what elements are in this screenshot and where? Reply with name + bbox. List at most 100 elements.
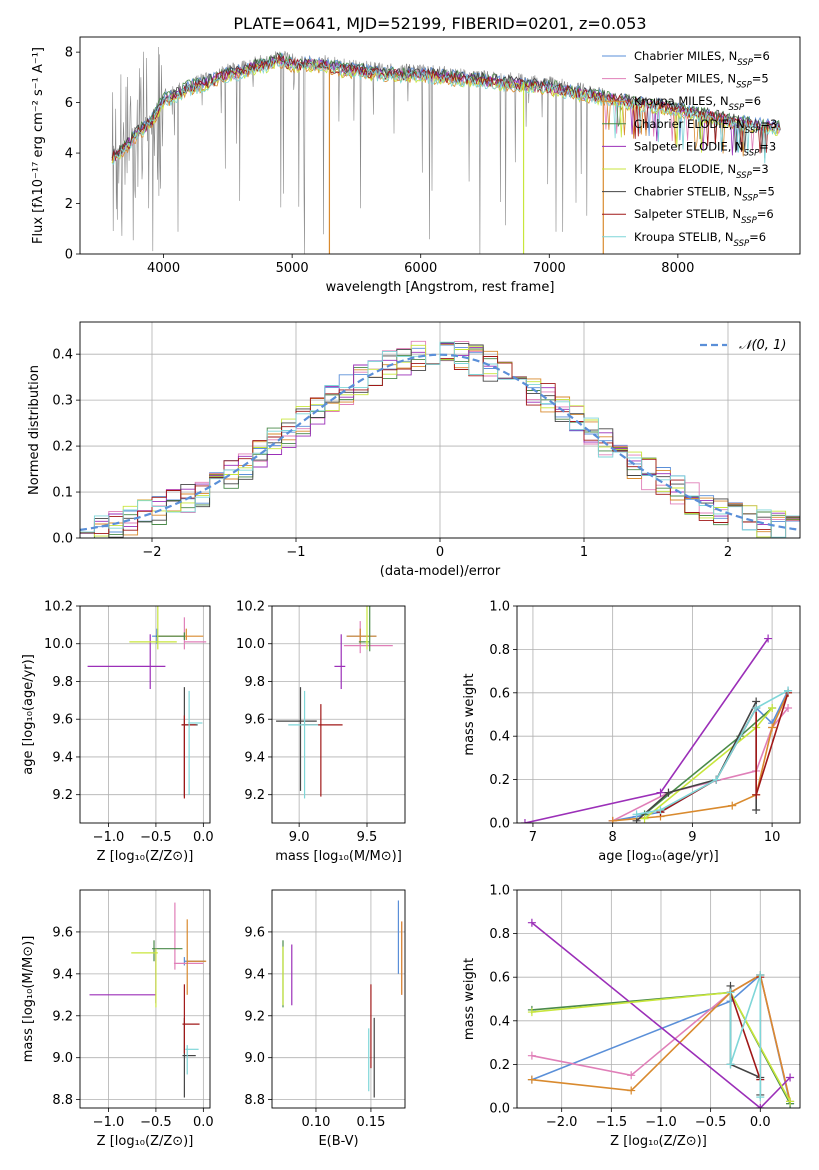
mass-weight-vs-age-marker-5 [640,814,649,823]
mass-weight-vs-age-marker-4 [764,634,773,643]
age-vs-mass-xlabel: mass [log₁₀(M/M⊙)] [275,849,402,864]
mass-weight-vs-Z-marker-8 [756,971,765,980]
mass-vs-Z-xlabel: Z [log₁₀(Z/Z⊙)] [97,1134,194,1149]
mass-weight-vs-age-xtick-label: 9 [688,830,696,845]
residuals-ytick-label: 0.0 [52,532,73,547]
mass-weight-vs-Z-xtick-label: −2.0 [546,1115,578,1130]
mass-weight-vs-Z-xtick-label: −0.5 [695,1115,727,1130]
legend-entry-7: Salpeter STELIB, NSSP=6 [634,207,774,226]
residuals-ylabel: Normed distribution [27,365,42,495]
mass-weight-vs-Z-frame [516,889,801,1109]
residuals-plot-area [80,340,800,538]
age-vs-mass-ytick-label: 9.4 [244,750,265,765]
age-vs-mass-ytick-label: 10.2 [236,600,265,615]
residuals-xlabel: (data-model)/error [380,564,501,579]
mass-vs-EBV-xtick-label: 0.15 [356,1115,385,1130]
mass-weight-vs-age-marker-8 [632,810,641,819]
spectrum-xtick-label: 6000 [404,261,437,276]
age-vs-Z-ytick-label: 9.2 [52,788,73,803]
residuals-xtick-label: −2 [142,545,161,560]
mass-weight-vs-age-marker-8 [784,686,793,695]
mass-weight-vs-age-marker-1 [784,703,793,712]
legend-entry-1: Salpeter MILES, NSSP=5 [634,72,769,91]
age-vs-Z-plot-area [87,606,207,799]
mass-weight-vs-Z-marker-8 [726,988,735,997]
legend-entry-4: Salpeter ELODIE, NSSP=3 [634,139,776,158]
mass-vs-EBV-ytick-label: 9.6 [244,925,265,940]
legend-entry-5: Kroupa ELODIE, NSSP=3 [634,162,769,181]
mass-weight-vs-age-marker-2 [608,816,617,823]
figure-title: PLATE=0641, MJD=52199, FIBERID=0201, z=0… [233,14,646,33]
residuals-frame [79,321,801,539]
model-spectrum-6 [111,51,781,159]
mass-weight-vs-age-ylabel: mass weight [462,673,477,755]
mass-weight-vs-Z-series-8 [729,974,762,1098]
mass-weight-vs-age-marker-6 [664,788,673,797]
mass-weight-vs-age-xtick-label: 7 [529,830,537,845]
mass-vs-EBV-xlabel: E(B-V) [318,1134,358,1149]
mass-vs-EBV-ytick-label: 8.8 [244,1093,265,1108]
mass-weight-vs-Z-xtick-label: −1.5 [596,1115,628,1130]
mass-weight-vs-Z-xlabel: Z [log₁₀(Z/Z⊙)] [610,1134,707,1149]
mass-vs-EBV-plot-area [282,900,403,1098]
mass-vs-EBV-xtick-label: 0.10 [301,1115,330,1130]
age-vs-Z-ytick-label: 9.6 [52,713,73,728]
residual-histogram-8 [80,341,800,538]
spectrum-axes: 4000 5000 6000 7000 8000 0 2 4 6 8 wavelength [Ang… [31,46,694,295]
mass-weight-vs-age-marker-2 [768,723,777,732]
age-vs-Z-xtick-label: −0.5 [140,830,172,845]
legend-entry-2: Kroupa MILES, NSSP=6 [634,94,761,113]
spectrum-frame [79,36,801,255]
residuals-ytick-label: 0.2 [52,440,73,455]
mass-weight-vs-age-xtick-label: 8 [609,830,617,845]
mass-weight-vs-age-marker-5 [768,703,777,712]
mass-weight-vs-age-ytick-label: 0.0 [489,817,510,832]
mass-weight-vs-age-marker-6 [752,805,761,814]
mass-weight-vs-Z-marker-1 [627,1071,636,1080]
residuals-xtick-label: 2 [724,545,732,560]
mass-weight-vs-age-series-2 [612,692,789,822]
age-vs-mass-ytick-label: 9.6 [244,713,265,728]
mass-vs-EBV-frame [271,889,406,1109]
age-vs-Z-ytick-label: 10.2 [44,600,73,615]
mass-weight-vs-age-xtick-label: 10 [764,830,781,845]
chart-layer: 4000 5000 6000 7000 8000 0 2 4 6 8 wavelength [Ang… [21,36,801,1149]
mass-vs-Z-ytick-label: 9.0 [52,1051,73,1066]
age-vs-Z-ylabel: age [log₁₀(age/yr)] [21,654,36,775]
mass-weight-vs-Z-series-4 [531,922,791,1108]
spectrum-xlabel: wavelength [Angstrom, rest frame] [326,280,555,295]
age-vs-Z-ytick-label: 10.0 [44,637,73,652]
spectrum-plot-area [111,46,781,254]
mass-weight-vs-Z-ytick-label: 0.0 [489,1102,510,1117]
mass-weight-vs-Z-ytick-label: 0.2 [489,1058,510,1073]
mass-weight-vs-age-ytick-label: 0.8 [489,643,510,658]
mass-weight-vs-Z-ytick-label: 1.0 [489,884,510,899]
age-vs-Z-frame [79,605,211,824]
mass-weight-vs-Z-marker-5 [527,1008,536,1017]
residuals-legend-label: 𝒩(0, 1) [739,338,786,353]
spectrum-xtick-label: 7000 [533,261,566,276]
age-vs-Z-xtick-label: −1.0 [93,830,125,845]
spectrum-ytick-label: 6 [65,96,73,111]
mass-weight-vs-age-ytick-label: 1.0 [489,600,510,615]
mass-vs-EBV-axes: 0.10 0.15 8.8 9.0 9.2 9.4 9.6 E(B-V) [244,890,405,1149]
residuals-xtick-label: −1 [286,545,305,560]
mass-weight-vs-Z-marker-2 [527,1075,536,1084]
mass-weight-vs-age-ytick-label: 0.2 [489,773,510,788]
residuals-xtick-label: 1 [580,545,588,560]
spectrum-xtick-label: 4000 [147,261,180,276]
mass-weight-vs-Z-ytick-label: 0.8 [489,927,510,942]
mass-weight-vs-age-plot-area [520,634,793,823]
mass-weight-vs-Z-marker-1 [527,1051,536,1060]
mass-weight-vs-Z-ylabel: mass weight [462,958,477,1040]
mass-vs-Z-ylabel: mass [log₁₀(M/M⊙)] [21,936,36,1063]
age-vs-Z-ytick-label: 9.8 [52,675,73,690]
mass-vs-EBV-ytick-label: 9.2 [244,1009,265,1024]
mass-weight-vs-Z-plot-area [527,918,795,1108]
residuals-xtick-label: 0 [436,545,444,560]
legend-entry-8: Kroupa STELIB, NSSP=6 [634,230,766,249]
mass-weight-vs-Z-ytick-label: 0.6 [489,971,510,986]
age-vs-Z-xlabel: Z [log₁₀(Z/Z⊙)] [97,849,194,864]
mass-weight-vs-Z-ytick-label: 0.4 [489,1014,510,1029]
